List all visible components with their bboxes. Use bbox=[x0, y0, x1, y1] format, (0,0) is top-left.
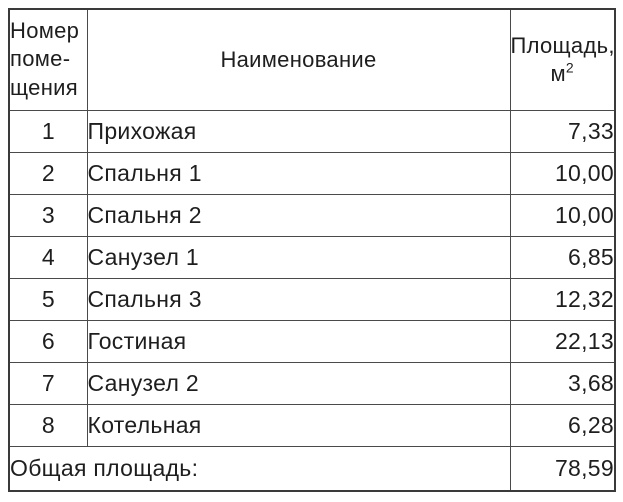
table-footer-row: Общая площадь: 78,59 bbox=[8, 445, 616, 492]
room-name: Санузел 2 bbox=[86, 361, 511, 405]
room-area-table: Номер поме- щения Наименование Площадь, … bbox=[8, 8, 616, 492]
room-name: Санузел 1 bbox=[86, 235, 511, 279]
room-name: Спальня 2 bbox=[86, 193, 511, 237]
room-number: 4 bbox=[8, 235, 88, 279]
room-area: 22,13 bbox=[509, 319, 616, 363]
table-row: 6 Гостиная 22,13 bbox=[8, 319, 616, 363]
room-area: 10,00 bbox=[509, 151, 616, 195]
table-header-row: Номер поме- щения Наименование Площадь, … bbox=[8, 8, 616, 111]
room-number: 6 bbox=[8, 319, 88, 363]
total-area-label: Общая площадь: bbox=[8, 445, 511, 492]
header-room-number: Номер поме- щения bbox=[8, 8, 88, 111]
table-row: 7 Санузел 2 3,68 bbox=[8, 361, 616, 405]
table-row: 3 Спальня 2 10,00 bbox=[8, 193, 616, 237]
table-row: 1 Прихожая 7,33 bbox=[8, 109, 616, 153]
room-area: 3,68 bbox=[509, 361, 616, 405]
room-number: 3 bbox=[8, 193, 88, 237]
room-area: 10,00 bbox=[509, 193, 616, 237]
room-number: 2 bbox=[8, 151, 88, 195]
room-name: Прихожая bbox=[86, 109, 511, 153]
room-area: 12,32 bbox=[509, 277, 616, 321]
header-area-line1: Площадь, bbox=[510, 33, 615, 59]
header-area-unit: м bbox=[550, 60, 566, 86]
total-area-value: 78,59 bbox=[509, 445, 616, 492]
room-area: 7,33 bbox=[509, 109, 616, 153]
room-number: 5 bbox=[8, 277, 88, 321]
header-area-unit-exponent: 2 bbox=[565, 59, 575, 76]
table-row: 2 Спальня 1 10,00 bbox=[8, 151, 616, 195]
room-area: 6,85 bbox=[509, 235, 616, 279]
header-room-name: Наименование bbox=[86, 8, 511, 111]
table-row: 5 Спальня 3 12,32 bbox=[8, 277, 616, 321]
room-number: 7 bbox=[8, 361, 88, 405]
room-name: Гостиная bbox=[86, 319, 511, 363]
table-row: 4 Санузел 1 6,85 bbox=[8, 235, 616, 279]
room-area: 6,28 bbox=[509, 403, 616, 447]
table-row: 8 Котельная 6,28 bbox=[8, 403, 616, 447]
room-name: Котельная bbox=[86, 403, 511, 447]
room-name: Спальня 3 bbox=[86, 277, 511, 321]
room-name: Спальня 1 bbox=[86, 151, 511, 195]
room-number: 1 bbox=[8, 109, 88, 153]
room-number: 8 bbox=[8, 403, 88, 447]
header-room-area: Площадь, м2 bbox=[509, 8, 616, 111]
